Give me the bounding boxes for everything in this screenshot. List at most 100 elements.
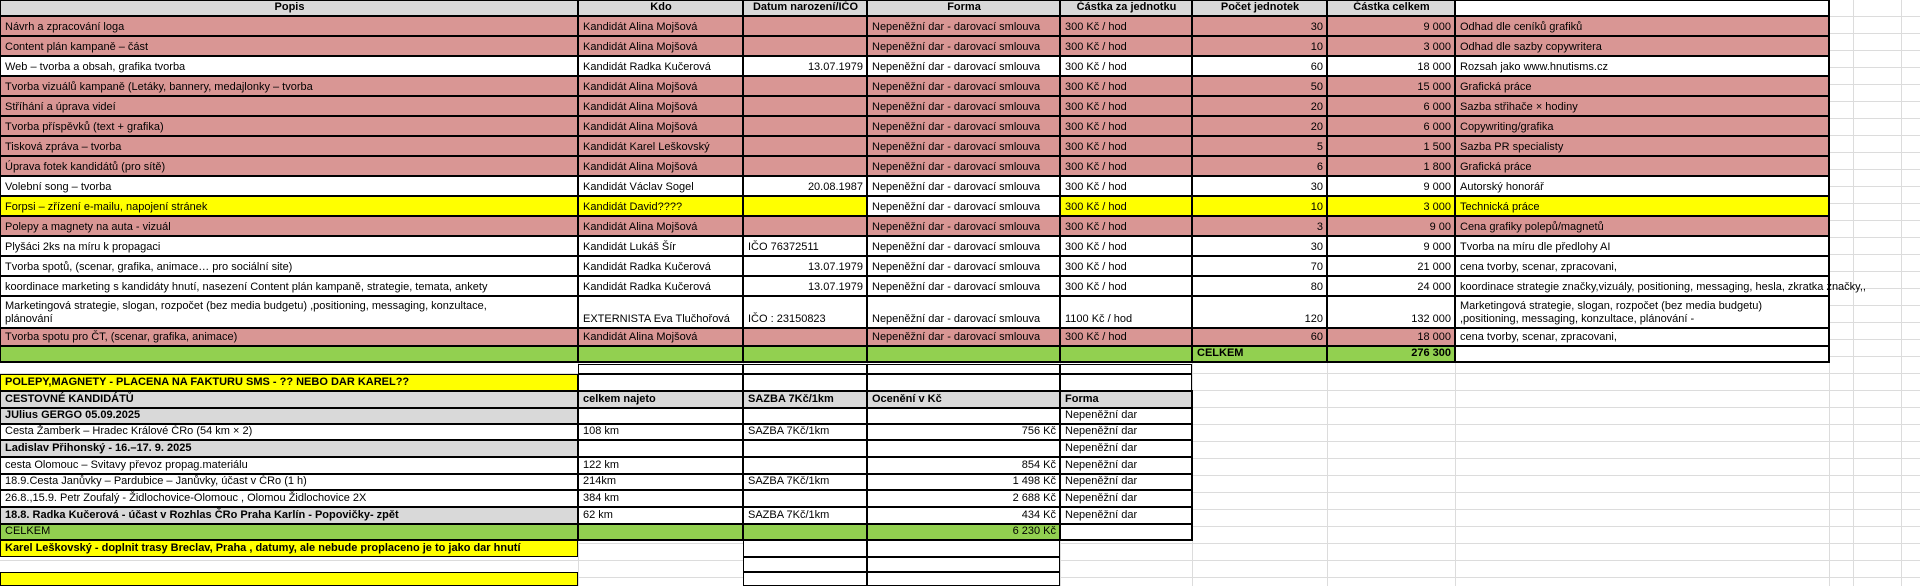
cell[interactable]: Nepeněžní dar - darovací smlouva <box>867 116 1060 136</box>
cell[interactable] <box>743 136 867 156</box>
cell[interactable] <box>743 346 867 362</box>
cell[interactable]: Copywriting/grafika <box>1455 116 1829 136</box>
cell[interactable]: Tvorba vizuálů kampaně (Letáky, bannery,… <box>0 76 578 96</box>
empty-cell[interactable] <box>867 572 1060 586</box>
cell[interactable]: 300 Kč / hod <box>1060 276 1192 296</box>
cell[interactable]: Rozsah jako www.hnutisms.cz <box>1455 56 1829 76</box>
cell[interactable]: Kandidát Alina Mojšová <box>578 16 743 36</box>
cell[interactable]: 50 <box>1192 76 1327 96</box>
cell[interactable]: 300 Kč / hod <box>1060 196 1192 216</box>
empty-cell[interactable] <box>1060 374 1192 391</box>
cell[interactable]: EXTERNISTA Eva Tlučhořová <box>578 296 743 328</box>
cell[interactable]: Nepeněžní dar - darovací smlouva <box>867 96 1060 116</box>
cell[interactable]: Forpsi – zřízení e-mailu, napojení strán… <box>0 196 578 216</box>
cell[interactable] <box>867 408 1060 424</box>
cell[interactable]: 108 km <box>578 424 743 440</box>
cell[interactable]: 30 <box>1192 236 1327 256</box>
cell[interactable]: Tisková zpráva – tvorba <box>0 136 578 156</box>
cell[interactable]: Tvorba na míru dle předlohy AI <box>1455 236 1829 256</box>
cell[interactable]: 30 <box>1192 176 1327 196</box>
cell[interactable]: Kandidát Radka Kučerová <box>578 276 743 296</box>
cell[interactable] <box>578 346 743 362</box>
cell[interactable]: Web – tvorba a obsah, grafika tvorba <box>0 56 578 76</box>
cell[interactable]: Nepeněžní dar - darovací smlouva <box>867 216 1060 236</box>
cell[interactable]: Nepeněžní dar - darovací smlouva <box>867 236 1060 256</box>
cell[interactable] <box>743 490 867 507</box>
cell[interactable]: Tvorba spotů, (scenar, grafika, animace…… <box>0 256 578 276</box>
cell[interactable] <box>578 408 743 424</box>
cell[interactable]: Technická práce <box>1455 196 1829 216</box>
cell[interactable]: 300 Kč / hod <box>1060 36 1192 56</box>
cell[interactable]: 214km <box>578 474 743 490</box>
karel-note-cell[interactable]: Karel Leškovský - doplnit trasy Breclav,… <box>0 540 578 557</box>
cell[interactable]: 70 <box>1192 256 1327 276</box>
cell[interactable]: Cena grafiky polepů/magnetů <box>1455 216 1829 236</box>
cell[interactable]: 10 <box>1192 36 1327 56</box>
cell[interactable]: Nepeněžní dar - darovací smlouva <box>867 16 1060 36</box>
cell[interactable] <box>578 524 743 540</box>
cell[interactable]: Kandidát Alina Mojšová <box>578 116 743 136</box>
cell[interactable]: Nepeněžní dar - darovací smlouva <box>867 136 1060 156</box>
cell[interactable]: 18.8. Radka Kučerová - účast v Rozhlas Č… <box>0 507 578 524</box>
column-header[interactable]: SAZBA 7Kč/1km <box>743 391 867 408</box>
cell[interactable]: JUlius GERGO 05.09.2025 <box>0 408 578 424</box>
cell[interactable]: Marketingová strategie, slogan, rozpočet… <box>0 296 578 328</box>
empty-cell[interactable] <box>743 572 867 586</box>
cell[interactable]: 1 500 <box>1327 136 1455 156</box>
cell[interactable]: 6 000 <box>1327 96 1455 116</box>
column-header[interactable]: Částka za jednotku <box>1060 0 1192 16</box>
cell[interactable]: 9 000 <box>1327 16 1455 36</box>
cell[interactable]: 62 km <box>578 507 743 524</box>
cell[interactable]: 300 Kč / hod <box>1060 176 1192 196</box>
cell[interactable]: 9 000 <box>1327 176 1455 196</box>
cell[interactable]: Úprava fotek kandidátů (pro sítě) <box>0 156 578 176</box>
empty-cell[interactable] <box>578 374 743 391</box>
cell[interactable]: SAZBA 7Kč/1km <box>743 424 867 440</box>
cell[interactable] <box>743 76 867 96</box>
cell[interactable]: Grafická práce <box>1455 76 1829 96</box>
cell[interactable]: 3 000 <box>1327 36 1455 56</box>
cell[interactable] <box>743 524 867 540</box>
cell[interactable] <box>867 346 1060 362</box>
cell[interactable]: 132 000 <box>1327 296 1455 328</box>
cell[interactable]: 18 000 <box>1327 56 1455 76</box>
cell[interactable]: Sazba PR specialisty <box>1455 136 1829 156</box>
cell[interactable]: cesta Olomouc – Svitavy převoz propag.ma… <box>0 457 578 474</box>
cell[interactable]: SAZBA 7Kč/1km <box>743 507 867 524</box>
cell[interactable]: CELKEM <box>0 524 578 540</box>
cell[interactable]: Autorský honorář <box>1455 176 1829 196</box>
cell[interactable]: Nepeněžní dar <box>1060 424 1192 440</box>
cell[interactable]: Kandidát Radka Kučerová <box>578 256 743 276</box>
cell[interactable]: koordinace marketing s kandidáty hnutí, … <box>0 276 578 296</box>
travel-total-cell[interactable]: 6 230 Kč <box>867 524 1060 540</box>
cell[interactable]: 3 <box>1192 216 1327 236</box>
cell[interactable]: Návrh a zpracování loga <box>0 16 578 36</box>
cell[interactable] <box>743 156 867 176</box>
empty-cell[interactable] <box>1060 364 1192 374</box>
cell[interactable]: Nepeněžní dar <box>1060 474 1192 490</box>
cell[interactable]: SAZBA 7Kč/1km <box>743 474 867 490</box>
empty-cell[interactable] <box>743 374 867 391</box>
cell[interactable] <box>867 440 1060 457</box>
cell[interactable]: Odhad dle sazby copywritera <box>1455 36 1829 56</box>
cell[interactable]: 30 <box>1192 16 1327 36</box>
cell[interactable]: 60 <box>1192 328 1327 346</box>
cell[interactable]: Tvorba příspěvků (text + grafika) <box>0 116 578 136</box>
cell[interactable]: Ladislav Přihonský - 16.–17. 9. 2025 <box>0 440 578 457</box>
cell[interactable]: Kandidát Alina Mojšová <box>578 76 743 96</box>
cell[interactable]: 854 Kč <box>867 457 1060 474</box>
cell[interactable] <box>1060 524 1192 540</box>
cell[interactable]: 300 Kč / hod <box>1060 76 1192 96</box>
cell[interactable]: Nepeněžní dar - darovací smlouva <box>867 156 1060 176</box>
cell[interactable]: 2 688 Kč <box>867 490 1060 507</box>
cell[interactable]: 434 Kč <box>867 507 1060 524</box>
cell[interactable]: Nepeněžní dar - darovací smlouva <box>867 196 1060 216</box>
cell[interactable] <box>0 346 578 362</box>
column-header[interactable]: Forma <box>1060 391 1192 408</box>
cell[interactable]: Marketingová strategie, slogan, rozpočet… <box>1455 296 1829 328</box>
cell[interactable]: 60 <box>1192 56 1327 76</box>
cell[interactable]: Kandidát Alina Mojšová <box>578 96 743 116</box>
empty-cell[interactable] <box>867 540 1060 557</box>
cell[interactable]: 9 00 <box>1327 216 1455 236</box>
cell[interactable]: Kandidát Alina Mojšová <box>578 216 743 236</box>
